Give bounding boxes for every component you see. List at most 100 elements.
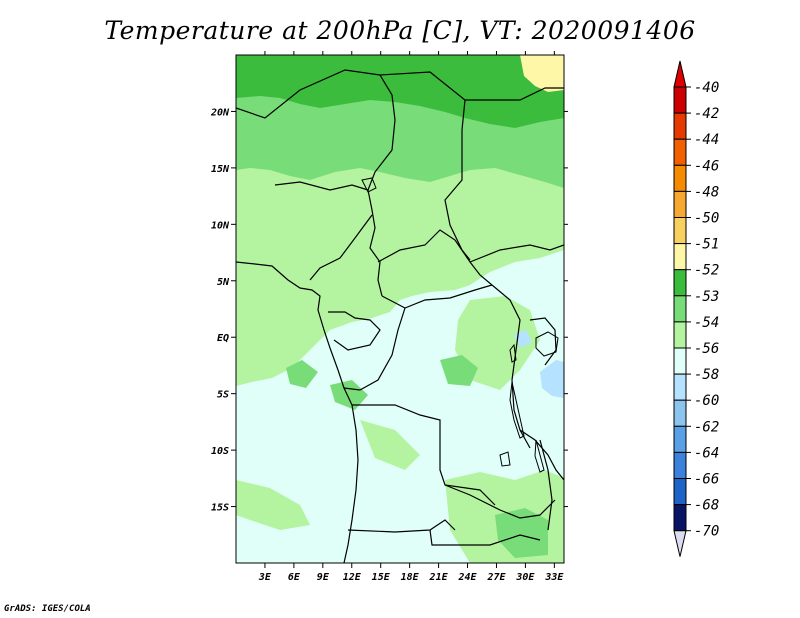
- field-minus52-region: [236, 55, 564, 128]
- colorbar: -40 -42 -44 -46 -48 -50 -51 -52 -53 -54 -56 -58 -60 -…: [673, 60, 719, 557]
- lake-outlines: [361, 177, 559, 473]
- border-chad-west: [367, 189, 383, 297]
- x-tick-label: 21E: [429, 572, 449, 583]
- border-malawi: [539, 439, 553, 531]
- lake-tanganyika: [509, 381, 525, 439]
- colorbar-label: -50: [694, 211, 719, 227]
- border-drc-east: [491, 284, 531, 449]
- colorbar-label: -51: [694, 237, 719, 253]
- y-tick-label: 15S: [211, 503, 229, 514]
- border-gabon: [328, 311, 381, 351]
- colorbar-swatch--66: [673, 478, 687, 506]
- colorbar-swatch--46: [673, 164, 687, 192]
- field-minus53-patch-c: [495, 508, 548, 558]
- map-frame: [235, 54, 565, 564]
- colorbar-label: -58: [694, 367, 719, 383]
- x-tick-label: 6E: [288, 572, 301, 583]
- y-tick-label: 5S: [217, 390, 229, 401]
- field-minus54-patch-southwest: [236, 480, 310, 530]
- x-tick-label: 12E: [343, 572, 362, 583]
- x-tick-label: 27E: [486, 572, 506, 583]
- colorbar-swatch--64: [673, 451, 687, 479]
- credit-label: GrADS: IGES/COLA: [4, 604, 91, 614]
- colorbar-swatch--56: [673, 347, 687, 375]
- field-minus53-patch-a: [440, 355, 478, 386]
- field-minus51-region: [520, 55, 564, 92]
- border-congo-drc: [343, 307, 406, 391]
- colorbar-label: -42: [694, 106, 719, 122]
- border-south-sudan: [469, 244, 564, 263]
- colorbar-label: -44: [694, 132, 719, 148]
- border-tanzania: [519, 429, 564, 481]
- y-tick-label: 10N: [211, 220, 230, 231]
- colorbar-label: -40: [694, 80, 719, 96]
- colorbar-label: -48: [694, 184, 719, 200]
- border-car-south: [381, 284, 493, 309]
- chart-title: Temperature at 200hPa [C], VT: 202009140…: [104, 16, 696, 45]
- colorbar-swatch--40: [673, 86, 687, 114]
- y-axis: 20N 15N 10N 5N EQ 5S 10S 15S: [210, 107, 568, 514]
- colorbar-swatch--48: [673, 190, 687, 218]
- border-niger-nigeria: [274, 181, 369, 191]
- field-minus53-patch-b: [286, 360, 318, 388]
- colorbar-bottom-arrow: [673, 530, 687, 557]
- border-namibia: [429, 529, 541, 546]
- y-tick-label: 15N: [211, 164, 230, 175]
- colorbar-swatch--52: [673, 269, 687, 297]
- x-axis: 3E 6E 9E 12E 15E 18E 21E 24E 27E 30E 33E: [258, 51, 564, 583]
- colorbar-label: -56: [694, 341, 719, 357]
- x-tick-label: 3E: [258, 572, 272, 583]
- colorbar-swatch--60: [673, 399, 687, 427]
- lake-mweru: [499, 451, 511, 467]
- x-tick-label: 30E: [515, 572, 535, 583]
- colorbar-swatch--53: [673, 295, 687, 323]
- lake-chad: [361, 177, 377, 193]
- lake-victoria: [535, 331, 559, 357]
- colorbar-label: -66: [694, 472, 719, 488]
- border-uganda-kenya: [529, 317, 557, 366]
- border-nigeria-cameroon: [309, 214, 373, 281]
- field-minus54-patch-east: [455, 296, 540, 390]
- border-chad-north: [367, 74, 396, 191]
- y-tick-label: EQ: [217, 333, 229, 344]
- colorbar-label: -52: [694, 263, 719, 279]
- lake-kivu: [509, 343, 517, 363]
- colorbar-label: -68: [694, 498, 719, 514]
- colorbar-label: -46: [694, 158, 719, 174]
- border-drc-angola: [352, 404, 496, 506]
- border-sudan-east: [465, 87, 564, 101]
- x-tick-label: 15E: [372, 572, 391, 583]
- border-mali-niger: [236, 69, 381, 119]
- colorbar-label: -53: [694, 289, 719, 305]
- colorbar-swatch--62: [673, 425, 687, 453]
- colorbar-swatch--70: [673, 504, 687, 532]
- colorbar-label: -70: [694, 524, 719, 540]
- y-tick-label: 5N: [217, 277, 230, 288]
- colorbar-swatch--50: [673, 217, 687, 245]
- colorbar-label: -64: [694, 445, 719, 461]
- border-libya-sudan: [379, 71, 471, 261]
- x-tick-label: 24E: [457, 572, 477, 583]
- x-tick-label: 9E: [317, 572, 330, 583]
- y-tick-label: 10S: [211, 446, 229, 457]
- colorbar-swatch--51: [673, 243, 687, 271]
- lake-malawi: [534, 439, 545, 473]
- temperature-field: [236, 55, 564, 563]
- colorbar-label: -54: [694, 315, 719, 331]
- colorbar-label: -60: [694, 393, 719, 409]
- x-tick-label: 33E: [544, 572, 564, 583]
- border-zambia: [444, 484, 556, 519]
- x-tick-label: 18E: [401, 572, 420, 583]
- colorbar-swatch--42: [673, 112, 687, 140]
- field-minus56-region: [540, 360, 564, 398]
- y-tick-label: 20N: [210, 107, 230, 118]
- coastline-west-africa: [236, 261, 359, 563]
- colorbar-label: -62: [694, 419, 719, 435]
- colorbar-swatch--58: [673, 373, 687, 401]
- colorbar-swatch--44: [673, 138, 687, 166]
- field-minus54-patch-south: [360, 420, 420, 470]
- colorbar-top-arrow: [673, 60, 687, 88]
- country-borders: [236, 69, 564, 563]
- border-car: [377, 229, 493, 286]
